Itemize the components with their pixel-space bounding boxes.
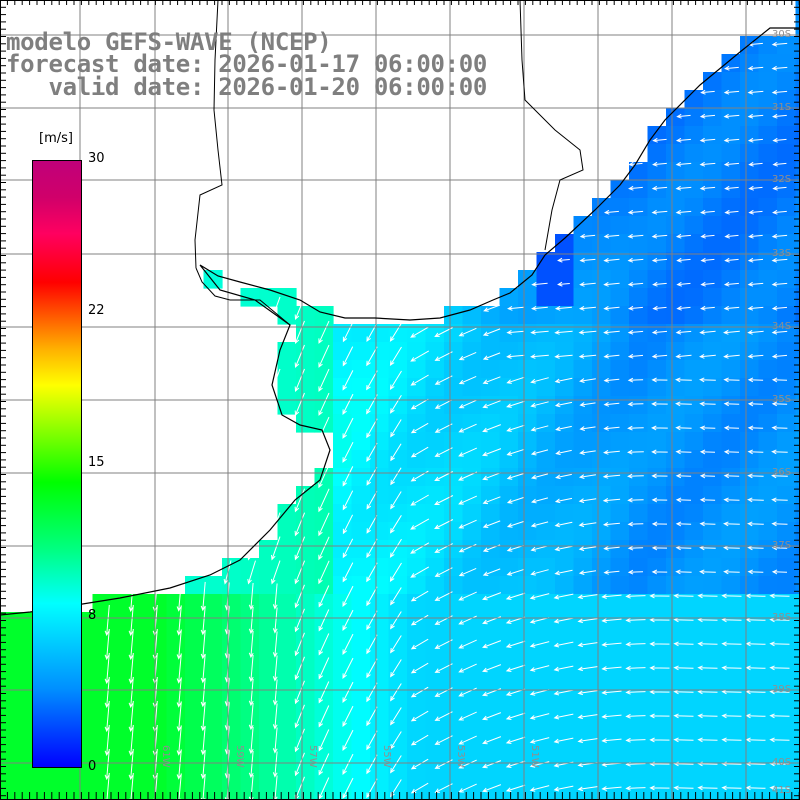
lat-label: 34S [772,321,791,332]
lon-label: 59W [234,745,245,768]
lat-label: 41S [772,785,791,796]
title-model: modelo GEFS-WAVE (NCEP) [6,28,332,56]
lat-label: 37S [772,540,791,551]
lat-label: 33S [772,248,791,259]
lat-label: 31S [772,102,791,113]
colorbar-tick-30: 30 [88,151,105,166]
colorbar-tick-8: 8 [88,608,97,623]
colorbar [32,160,82,768]
grid-labels: 61W 59W 57W 55W 53W 51W 30S 31S 32S 33S 34S 35S 36S 3… [160,29,791,796]
lon-label: 51W [529,745,540,768]
lat-label: 30S [772,29,791,40]
colorbar-tick-15: 15 [88,455,105,470]
lon-label: 53W [455,745,466,768]
lon-label: 61W [160,745,171,768]
lat-label: 38S [772,612,791,623]
colorbar-unit: [m/s] [39,131,73,146]
title-forecast-date: forecast date: 2026-01-17 06:00:00 [6,50,488,78]
lon-label: 55W [381,745,392,768]
colorbar-tick-0: 0 [88,759,97,774]
lat-label: 39S [772,684,791,695]
lon-label: 57W [307,745,318,768]
colorbar-tick-22: 22 [88,303,105,318]
lat-label: 36S [772,467,791,478]
coastline [0,0,800,616]
lat-label: 32S [772,174,791,185]
title-valid-date: valid date: 2026-01-20 06:00:00 [6,73,488,101]
lat-label: 40S [772,757,791,768]
lat-label: 35S [772,394,791,405]
